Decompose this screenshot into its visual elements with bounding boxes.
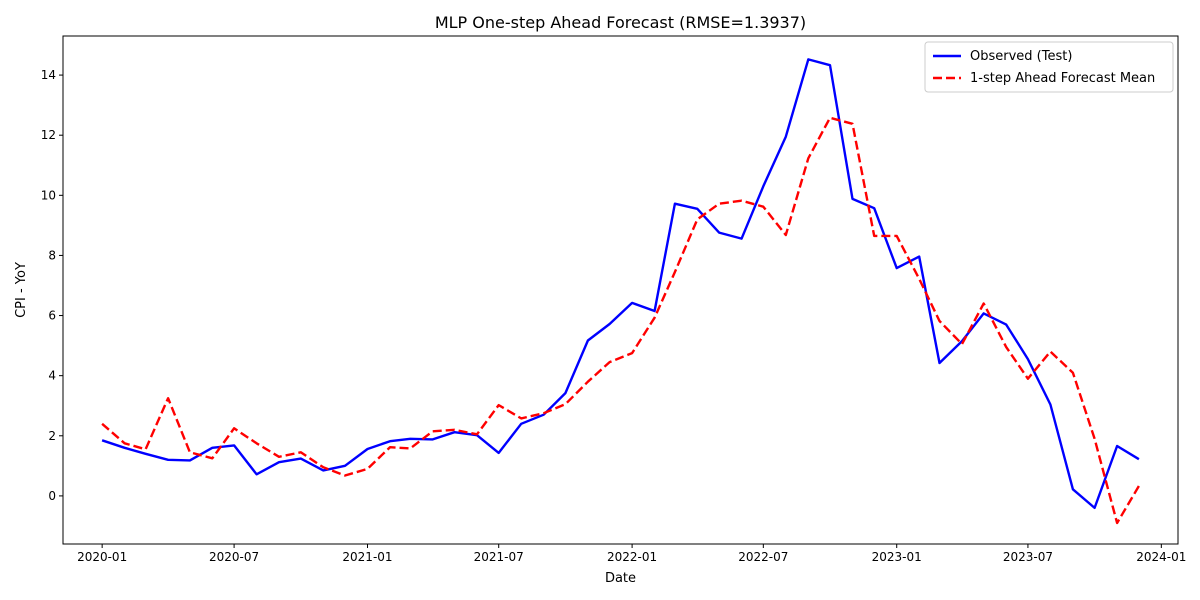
x-axis-label: Date (605, 571, 636, 586)
y-tick-label: 2 (48, 429, 56, 443)
legend-box (924, 41, 1174, 93)
x-tick-label: 2024-01 (1136, 550, 1186, 564)
y-tick-label: 12 (41, 128, 56, 142)
x-tick-label: 2021-01 (342, 550, 392, 564)
chart-title: MLP One-step Ahead Forecast (RMSE=1.3937… (435, 13, 806, 32)
plot-frame (62, 35, 1179, 545)
series-line-forecast (101, 116, 1140, 525)
y-tick-label: 14 (41, 68, 56, 82)
y-axis: 0 2 4 6 8 10 12 14 (41, 68, 63, 503)
legend: Observed (Test) 1-step Ahead Forecast Mea… (924, 41, 1174, 93)
x-tick-label: 2022-07 (738, 550, 788, 564)
x-tick-label: 2021-07 (474, 550, 524, 564)
x-tick-label: 2023-07 (1003, 550, 1053, 564)
x-tick-label: 2020-07 (209, 550, 259, 564)
y-tick-label: 0 (48, 489, 56, 503)
y-tick-label: 8 (48, 248, 56, 262)
legend-label: Observed (Test) (970, 49, 1072, 64)
y-axis-label: CPI - YoY (14, 262, 29, 318)
y-tick-label: 6 (48, 309, 56, 323)
y-tick-label: 10 (41, 188, 56, 202)
legend-label: 1-step Ahead Forecast Mean (970, 71, 1155, 86)
x-tick-label: 2022-01 (607, 550, 657, 564)
plot-area (62, 35, 1179, 545)
x-axis: 2020-01 2020-07 2021-01 2021-07 2022-01 2022-… (77, 544, 1186, 564)
x-tick-label: 2023-01 (872, 550, 922, 564)
x-tick-label: 2020-01 (77, 550, 127, 564)
y-tick-label: 4 (48, 369, 56, 383)
